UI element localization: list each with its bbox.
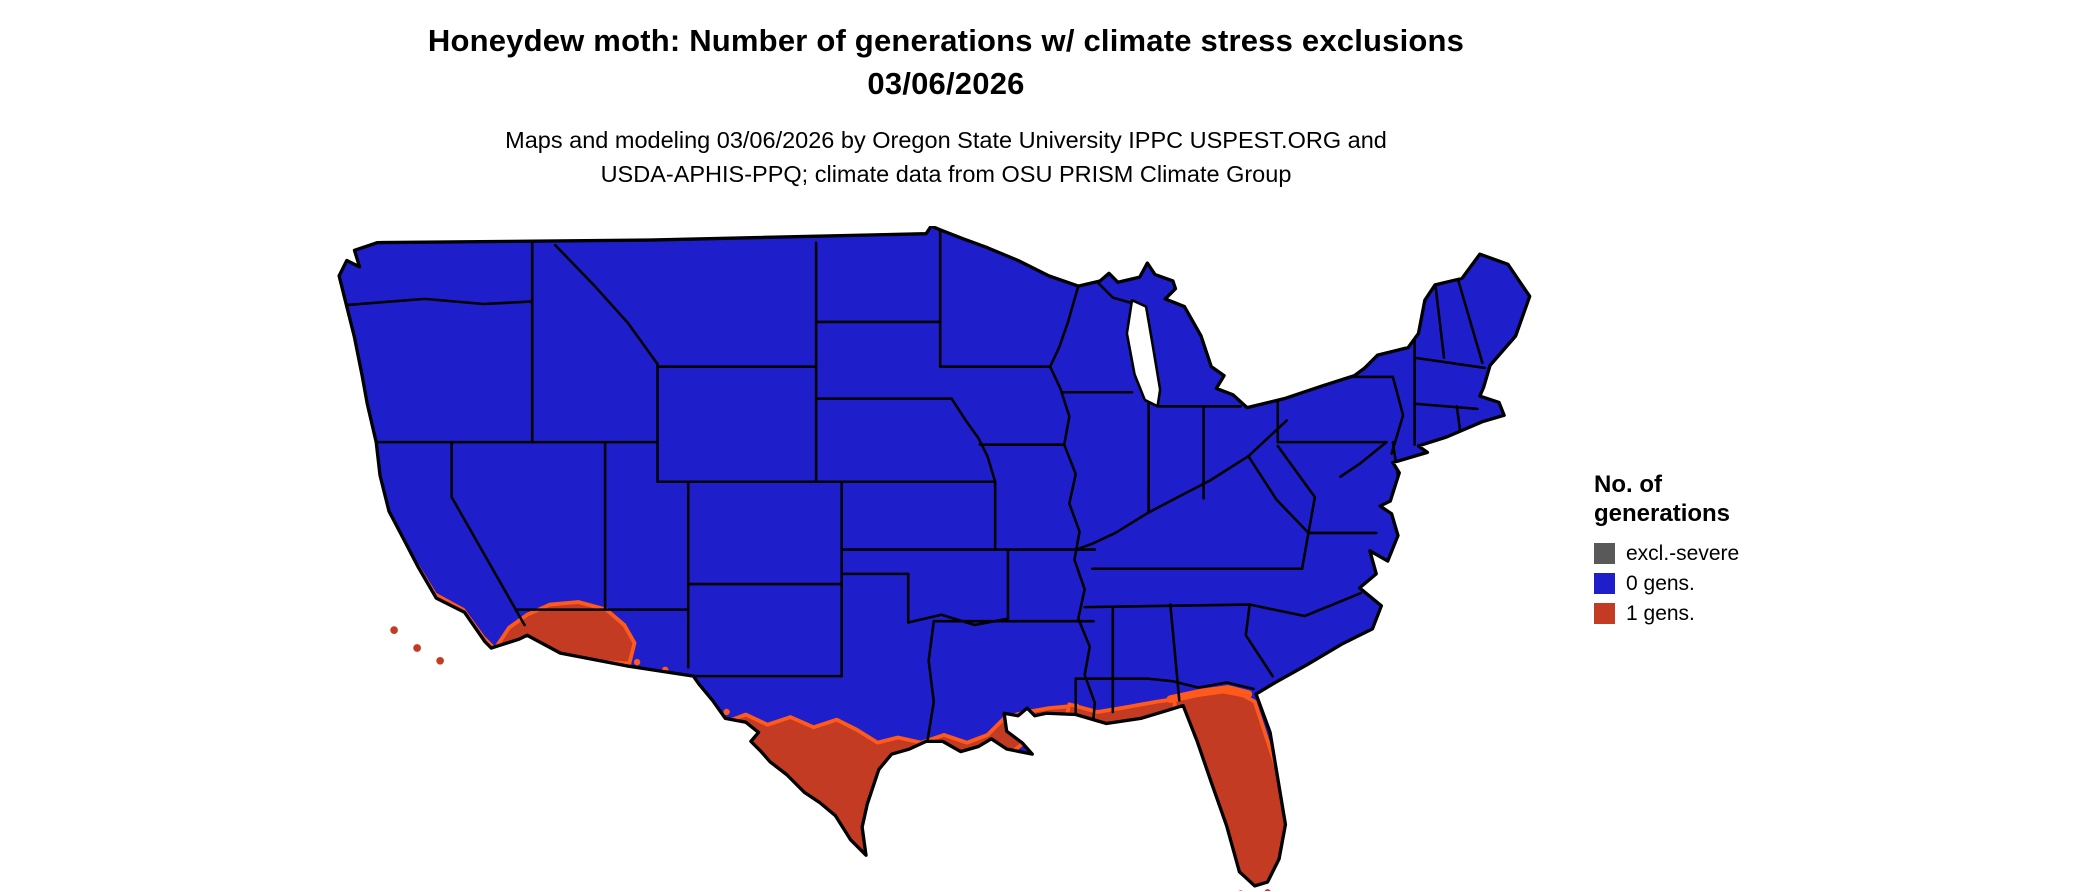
state-borders <box>341 228 1487 743</box>
legend: No. of generations excl.-severe 0 gens. 1… <box>1594 470 1874 632</box>
page-title: Honeydew moth: Number of generations w/ … <box>0 20 1892 106</box>
us-outline <box>337 226 1532 888</box>
legend-item: 1 gens. <box>1594 602 1874 626</box>
page-title-date: 03/06/2026 <box>867 65 1025 101</box>
page-subtitle-line1: Maps and modeling 03/06/2026 by Oregon S… <box>505 126 1387 153</box>
lake-michigan <box>1125 298 1162 408</box>
page-subtitle-line2: USDA-APHIS-PPQ; climate data from OSU PR… <box>600 160 1292 187</box>
legend-title-line2: generations <box>1594 500 1731 528</box>
page-title-text: Honeydew moth: Number of generations w/ … <box>427 23 1465 58</box>
legend-swatch-excl-severe <box>1594 543 1615 565</box>
map-fill-zero-gens <box>339 226 1530 886</box>
us-map-svg <box>337 226 1532 891</box>
header: Honeydew moth: Number of generations w/ … <box>0 20 1892 191</box>
legend-item-label: excl.-severe <box>1626 541 1740 565</box>
legend-item-label: 1 gens. <box>1626 601 1695 625</box>
legend-title: No. of generations <box>1594 470 1874 529</box>
legend-items: excl.-severe 0 gens. 1 gens. <box>1594 542 1874 626</box>
us-generations-map <box>330 226 1558 891</box>
legend-title-line1: No. of <box>1594 471 1662 498</box>
channel-islands <box>390 626 444 665</box>
legend-item: 0 gens. <box>1594 572 1874 596</box>
florida-keys <box>1238 889 1271 891</box>
page-subtitle: Maps and modeling 03/06/2026 by Oregon S… <box>0 123 1892 191</box>
legend-swatch-zero-gens <box>1594 573 1615 595</box>
legend-item-label: 0 gens. <box>1626 571 1695 595</box>
legend-swatch-one-gen <box>1594 603 1615 625</box>
fringe-north-florida <box>1166 685 1253 704</box>
legend-item: excl.-severe <box>1594 542 1874 566</box>
